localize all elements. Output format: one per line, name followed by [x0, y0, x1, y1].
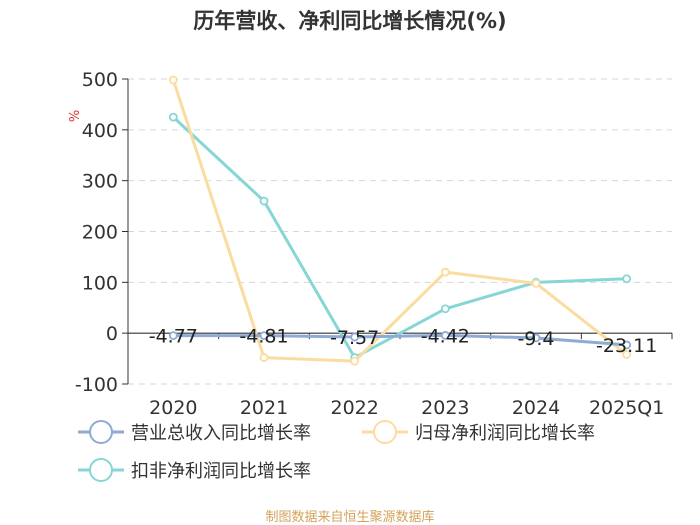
series-1-point-3 — [440, 267, 450, 277]
chart-title: 历年营收、净利同比增长情况(%) — [193, 9, 506, 33]
series-0-point-0 — [168, 331, 178, 340]
series-2-point-3 — [440, 304, 450, 314]
data-label-3: -4.42 — [421, 325, 470, 347]
y-tick-label-3: 200 — [82, 222, 118, 244]
legend-marker-1 — [373, 420, 397, 444]
legend-label-0: 营业总收入同比增长率 — [131, 423, 311, 444]
y-axis-unit: % — [68, 110, 83, 122]
series-2-point-0 — [168, 112, 178, 122]
series-0-point-5 — [622, 340, 632, 350]
series-1-point-4 — [531, 278, 541, 288]
data-label-5: -23.11 — [596, 335, 657, 357]
series-1-point-0 — [168, 75, 178, 85]
data-labels: -4.77 -4.81 -7.57 -4.42 -9.4 -23.11 — [149, 325, 658, 357]
series-2-point-5 — [622, 274, 632, 284]
series-line-1 — [171, 79, 628, 363]
x-tick-label-4: 2024 — [512, 397, 560, 419]
series-0-point-1 — [259, 331, 269, 341]
series-2-point-1 — [259, 196, 269, 206]
source-note: 制图数据来自恒生聚源数据库 — [265, 509, 434, 525]
data-label-4: -9.4 — [517, 328, 554, 350]
series-1-point-5 — [622, 350, 632, 359]
series-0-point-2 — [350, 332, 360, 342]
data-label-2: -7.57 — [330, 327, 379, 349]
y-tick-label-1: 0 — [106, 323, 118, 345]
y-axis-ticks: -100 0 100 200 300 400 500 — [75, 69, 129, 396]
x-tick-label-5: 2025Q1 — [589, 397, 664, 419]
series-line-2 — [172, 116, 627, 360]
legend-marker-2 — [89, 458, 113, 482]
x-tick-label-1: 2021 — [240, 397, 288, 419]
y-tick-label-0: -100 — [75, 374, 118, 396]
x-axis: 2020 2021 2022 2023 2024 2025Q1 — [127, 332, 673, 419]
legend-marker-0 — [89, 420, 113, 444]
legend-label-2: 扣非净利润同比增长率 — [131, 461, 311, 482]
series-0-point-3 — [440, 331, 450, 340]
legend-label-1: 归母净利润同比增长率 — [415, 423, 595, 444]
series-1-point-1 — [259, 353, 269, 362]
y-tick-label-2: 100 — [82, 272, 118, 294]
data-label-0: -4.77 — [149, 326, 198, 348]
x-tick-label-3: 2023 — [421, 397, 469, 419]
series-lines — [168, 75, 632, 366]
series-0-point-4 — [531, 333, 541, 343]
y-tick-label-6: 500 — [82, 69, 118, 91]
x-tick-label-2: 2022 — [330, 397, 378, 419]
y-tick-label-5: 400 — [82, 120, 118, 142]
data-label-1: -4.81 — [239, 326, 288, 348]
series-1-point-2 — [350, 356, 360, 366]
series-line-0 — [173, 333, 627, 347]
x-tick-label-0: 2020 — [149, 397, 197, 419]
y-tick-label-4: 300 — [82, 171, 118, 193]
grid-lines — [128, 78, 672, 385]
